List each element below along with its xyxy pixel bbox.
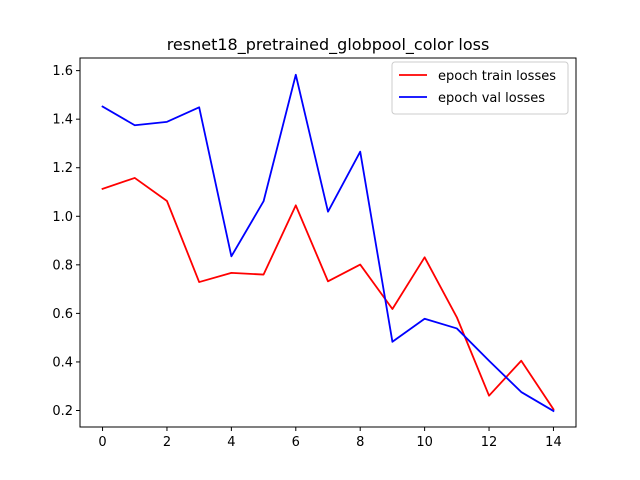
- legend: epoch train losses epoch val losses: [391, 61, 569, 115]
- x-tick-label: 14: [545, 435, 562, 450]
- y-tick-label: 0.2: [52, 404, 73, 419]
- x-tick-label: 0: [98, 435, 106, 450]
- series-line-0: [101, 177, 555, 411]
- y-tick-label: 1.2: [52, 161, 73, 176]
- y-tick-label: 1.0: [52, 210, 73, 225]
- y-tick-label: 0.6: [52, 307, 73, 322]
- legend-frame: [391, 61, 569, 115]
- x-tick-label: 8: [356, 435, 364, 450]
- y-tick-label: 1.6: [52, 64, 73, 79]
- x-tick-label: 6: [292, 435, 300, 450]
- legend-label-train: epoch train losses: [438, 69, 556, 84]
- axes-frame: [79, 57, 577, 428]
- y-tick-label: 1.4: [52, 113, 73, 128]
- legend-label-val: epoch val losses: [438, 91, 545, 106]
- y-axis-ticks: 0.2 0.4 0.6 0.8 1.0 1.2 1.4 1.6: [52, 64, 80, 419]
- series-line-1: [101, 73, 555, 413]
- x-tick-label: 4: [227, 435, 235, 450]
- x-tick-label: 10: [416, 435, 433, 450]
- axes-border: [79, 57, 577, 428]
- chart-title: resnet18_pretrained_globpool_color loss: [167, 35, 490, 55]
- x-axis-ticks: 0 2 4 6 8 10 12 14: [98, 427, 562, 450]
- y-tick-label: 0.8: [52, 258, 73, 273]
- x-tick-label: 12: [481, 435, 498, 450]
- y-tick-label: 0.4: [52, 355, 73, 370]
- plot-lines: [101, 73, 555, 413]
- x-tick-label: 2: [163, 435, 171, 450]
